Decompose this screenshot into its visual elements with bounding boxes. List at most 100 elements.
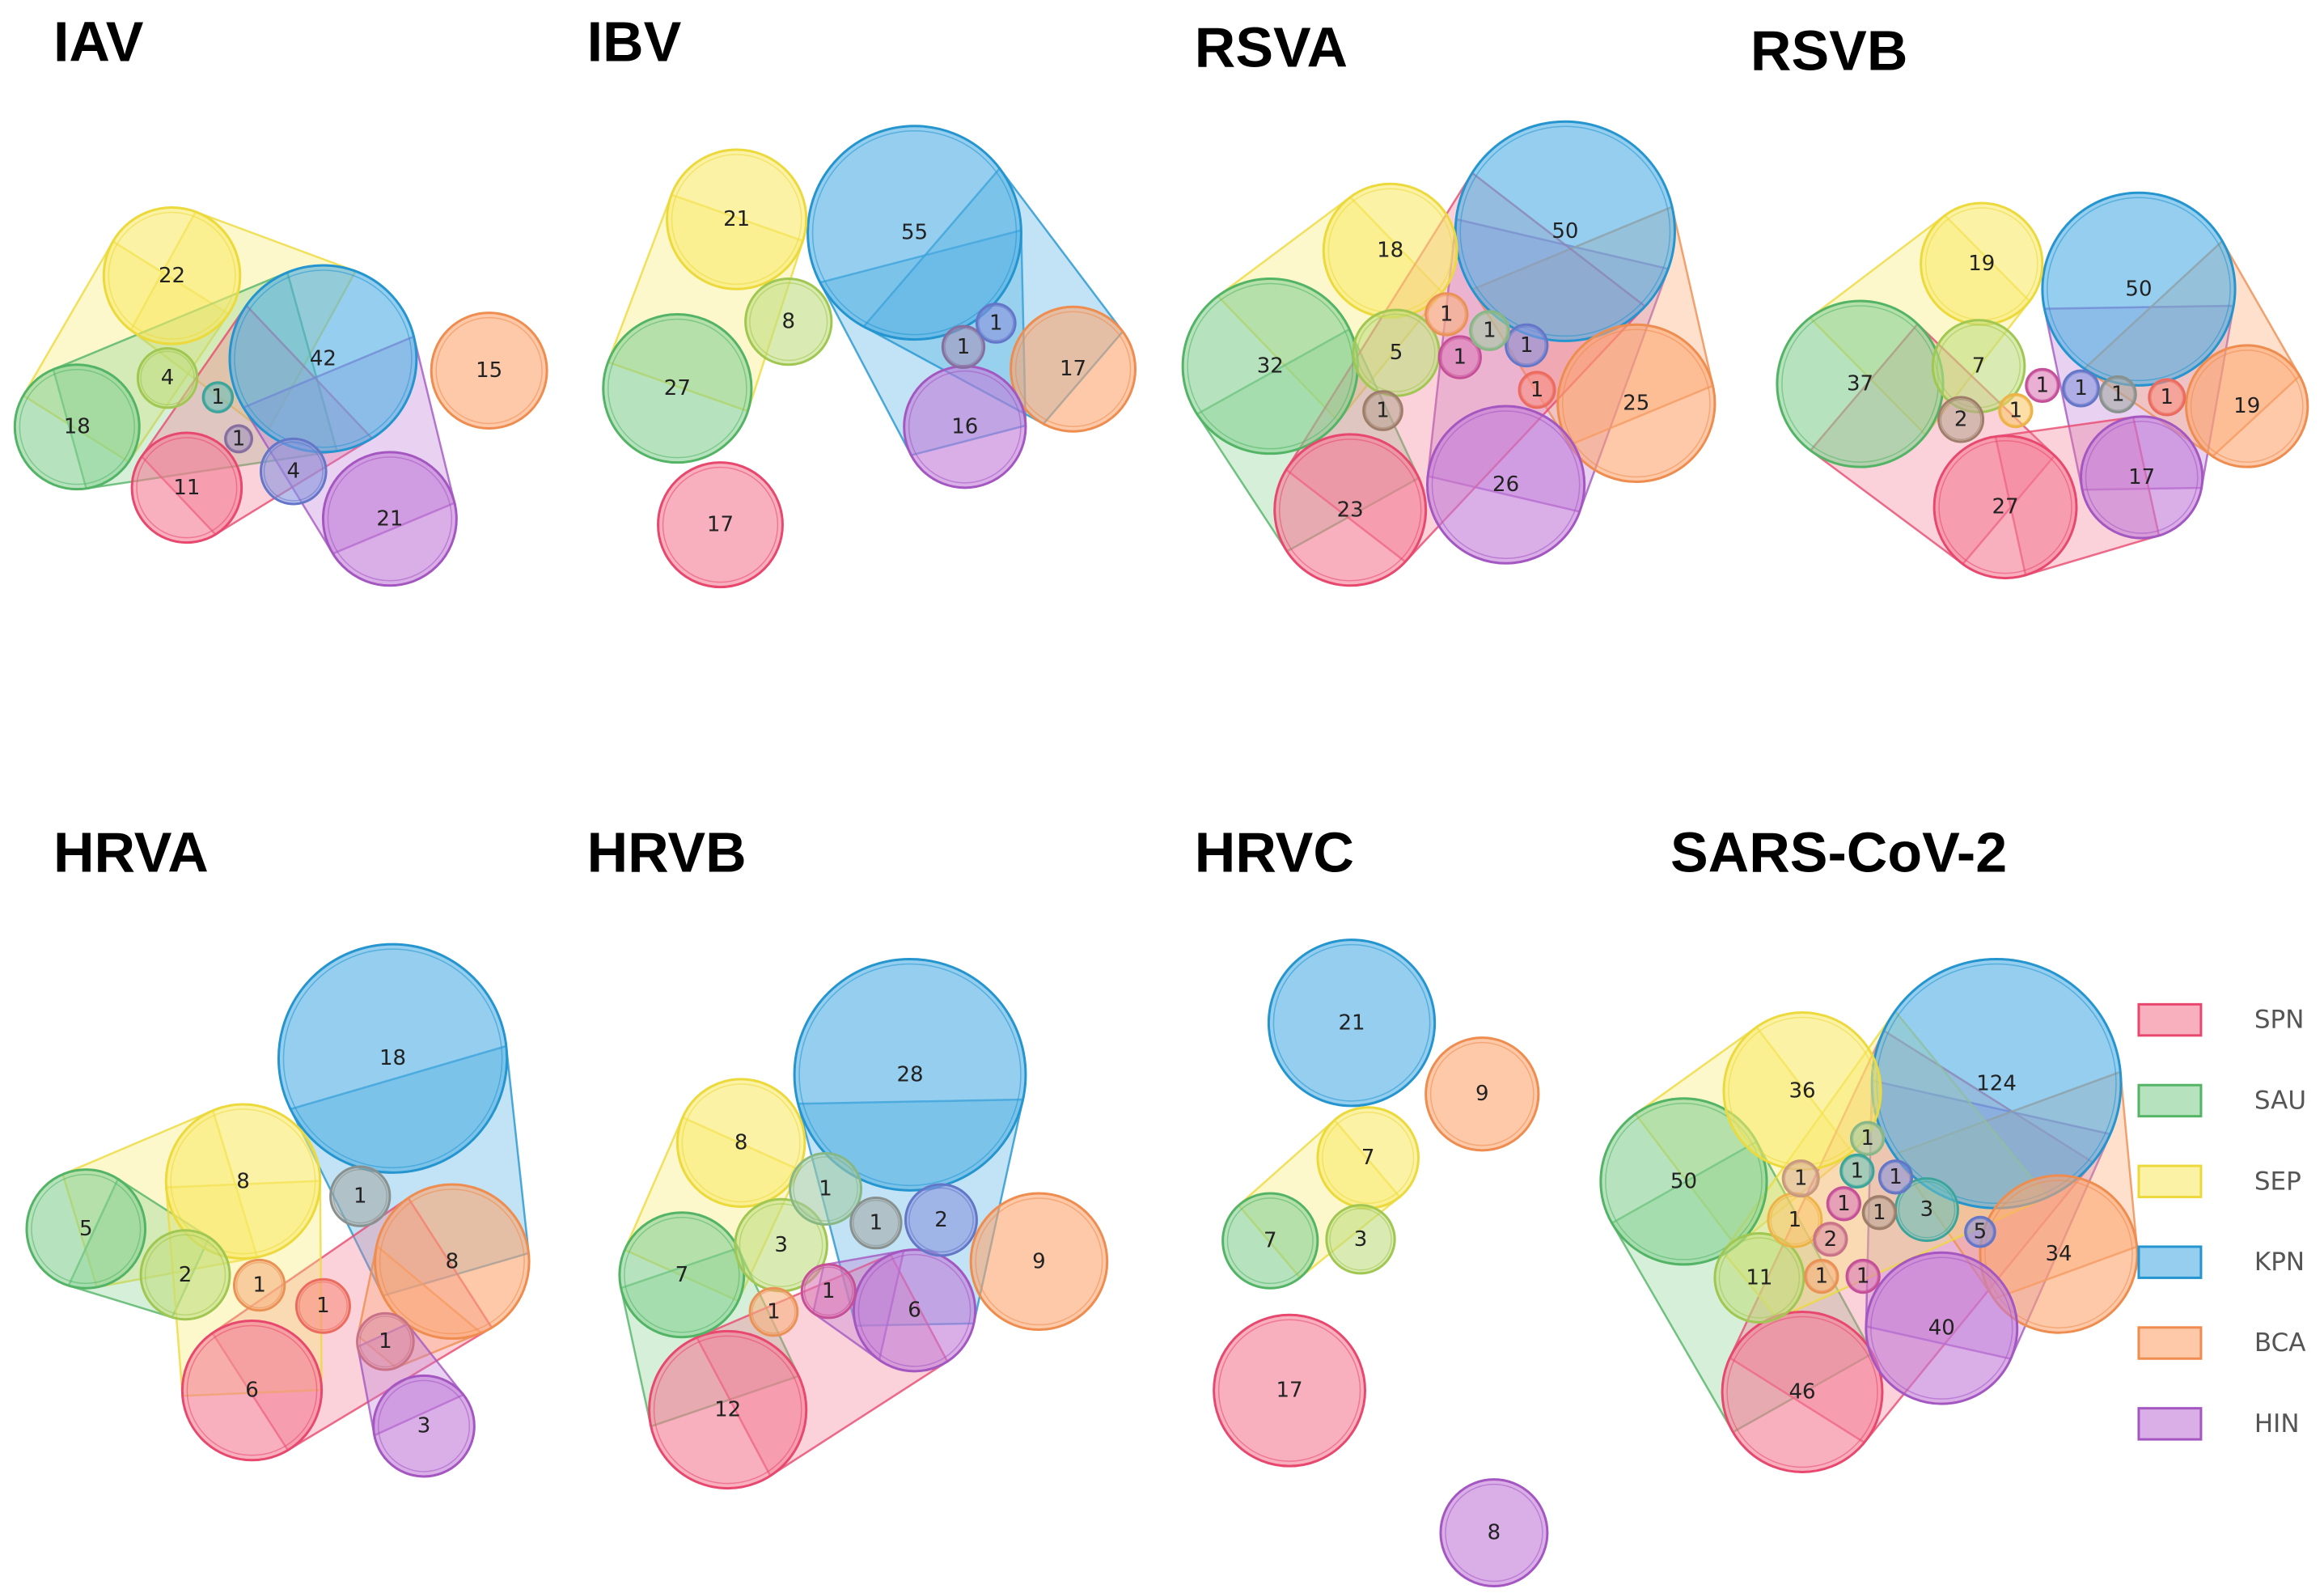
bubble-inner-ring (1357, 313, 1436, 392)
bubble-kpn: 18 (277, 943, 509, 1174)
bubble-count: 1 (989, 311, 1003, 335)
bubble-kpn-hin: 1 (1505, 323, 1549, 368)
bubble-sau: 18 (13, 363, 141, 491)
bubble-inner-ring (853, 1199, 900, 1247)
bubble-inner-ring (1507, 326, 1547, 365)
bubble-circle (648, 1329, 808, 1490)
bubble-inner-ring (1828, 1188, 1860, 1219)
bubble-circle (294, 1277, 351, 1334)
bubble-sep-kpn: 1 (1850, 1121, 1886, 1156)
bubble-circle (1781, 1159, 1820, 1198)
bubble-kpn-hin: 2 (904, 1183, 978, 1257)
bubble-circle (1325, 1204, 1396, 1275)
bubble-inner-ring (2047, 197, 2231, 382)
bubble-sau-sep: 2 (139, 1229, 231, 1321)
bubble-count: 15 (476, 358, 502, 383)
bubble-sep-hin: 1 (1781, 1159, 1820, 1198)
bubble-count: 46 (1789, 1380, 1815, 1404)
bubble-hin-bca: 2 (1813, 1222, 1848, 1257)
bubble-count: 1 (2161, 385, 2174, 409)
bubble-circle (1267, 938, 1437, 1108)
panel-title: IBV (587, 10, 682, 73)
bubble-count: 26 (1492, 472, 1519, 497)
legend-item-kpn: KPN (2137, 1245, 2305, 1279)
bubble-inner-ring (1940, 399, 1982, 441)
bubble-count: 11 (173, 476, 200, 500)
bubble-count: 1 (1860, 1126, 1874, 1150)
bubble-kpn-hin: 1 (1877, 1159, 1914, 1195)
bubble-count: 1 (1454, 345, 1467, 370)
bubble-circle (1998, 392, 2034, 429)
bubble-count: 1 (1376, 399, 1390, 423)
bubble-count: 3 (1354, 1227, 1368, 1252)
bubble-sep-spn: 1 (232, 1258, 286, 1312)
bubble-spn-kpn-hin: 1 (941, 324, 986, 369)
bubble-inner-ring (1520, 373, 1554, 407)
bubble-count: 50 (1551, 219, 1578, 244)
bubble-circle (1469, 310, 1510, 351)
bubble-kpn-sep: 1 (1469, 310, 1510, 351)
bubble-circle (1424, 292, 1469, 337)
bubble-inner-ring (1217, 1319, 1361, 1462)
bubble-circle (1505, 323, 1549, 368)
bubble-count: 27 (664, 376, 691, 400)
bubble-circle (1518, 371, 1556, 409)
bubble-inner-ring (1880, 1161, 1911, 1193)
bubble-sep-bca: 1 (1767, 1192, 1823, 1248)
bubble-count: 11 (1746, 1265, 1772, 1290)
bubble-sep: 22 (102, 206, 242, 345)
bubble-sep-spn: 1 (1804, 1258, 1839, 1294)
bubble-circle (1437, 335, 1482, 379)
bubble-spn-hin: 1 (2025, 367, 2060, 404)
bubble-kpn: 50 (1454, 120, 1676, 342)
bubble-count: 2 (1954, 408, 1968, 432)
bubble-inner-ring (671, 154, 802, 286)
bubble-inner-ring (1784, 1162, 1818, 1196)
bubble-sep: 7 (1316, 1106, 1420, 1210)
bubble-spn-bca: 1 (2148, 378, 2186, 417)
bubble-count: 7 (1264, 1229, 1277, 1253)
bubbles: 55 27 21 17 17 16 8 11 (602, 125, 1137, 589)
bubble-kpn-hin: 1 (2062, 369, 2100, 408)
bubble-inner-ring (1322, 1111, 1415, 1205)
panel-title: HRVA (53, 821, 209, 884)
bubble-circle (2098, 375, 2137, 413)
bubble-count: 22 (159, 264, 185, 288)
bubble-inner-ring (263, 441, 324, 502)
bubble-count: 16 (951, 415, 978, 439)
bubble-inner-ring (681, 1083, 801, 1203)
bubble-count: 1 (316, 1294, 330, 1318)
bubble-spn-bca: 1 (1518, 371, 1556, 409)
bubble-circle (1813, 1222, 1848, 1257)
bubble-circle (430, 311, 548, 430)
bubbles: 42 22 21 18 15 11 4 4 11 (13, 206, 548, 587)
bubble-circle (1964, 1215, 1996, 1248)
bubble-inner-ring (607, 318, 747, 459)
bubble-inner-ring (204, 383, 232, 412)
panel-title: HRVB (587, 821, 747, 884)
bubble-circle (789, 1152, 863, 1226)
bubble-circle (849, 1196, 903, 1250)
bubble-sau: 5 (25, 1168, 147, 1290)
bubble-circle (1845, 1258, 1881, 1294)
bubble-sep-kpn: 1 (789, 1152, 863, 1226)
legend-item-hin: HIN (2137, 1407, 2300, 1441)
bubble-count: 1 (1837, 1192, 1851, 1216)
bubble-spn: 27 (1932, 434, 2078, 580)
bubble-sau-sep-spn: 11 (1713, 1231, 1805, 1324)
bubble-hin: 17 (2080, 415, 2204, 540)
bubble-inner-ring (975, 1197, 1103, 1326)
bubble-inner-ring (1459, 125, 1671, 337)
bubble-inner-ring (2101, 377, 2135, 411)
legend-item-sau: SAU (2137, 1083, 2306, 1118)
bubble-sau-sep: 8 (744, 277, 833, 366)
bubble-circle (1865, 1251, 2019, 1405)
bubble-count: 3 (1920, 1197, 1934, 1222)
panel-title: RSVA (1195, 16, 1348, 79)
bubble-count: 1 (211, 385, 225, 409)
bubble-count: 1 (1815, 1265, 1829, 1289)
bubble-spn-hin: 1 (800, 1263, 857, 1320)
bubble-spn-sep: 1 (1424, 292, 1469, 337)
bubble-circle (1556, 323, 1717, 483)
